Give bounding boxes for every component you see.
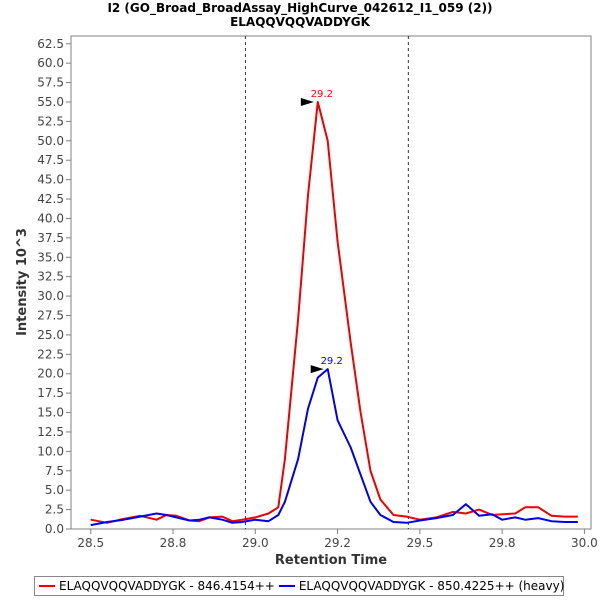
- y-tick-label: 45.0: [37, 173, 64, 187]
- y-tick-label: 32.5: [37, 270, 64, 284]
- y-tick-label: 37.5: [37, 231, 64, 245]
- y-tick-label: 55.0: [37, 95, 64, 109]
- y-tick-label: 52.5: [37, 114, 64, 128]
- y-tick-label: 2.5: [45, 503, 64, 517]
- peak-annotations: 29.2 29.2: [300, 89, 343, 374]
- peak-label: 29.2: [321, 356, 343, 367]
- peak-marker-arrow: [300, 97, 314, 106]
- chart-title: I2 (GO_Broad_BroadAssay_HighCurve_042612…: [107, 1, 492, 16]
- chart-subtitle: ELAQQVQQVADDYGK: [230, 15, 371, 29]
- x-tick-label: 29.0: [242, 536, 269, 550]
- series-line-heavy[interactable]: [90, 368, 578, 527]
- x-axis: 28.5 28.8 29.0 29.2 29.5 29.8 30.0: [77, 529, 598, 550]
- y-tick-label: 27.5: [37, 308, 64, 322]
- y-tick-label: 40.0: [37, 211, 64, 225]
- y-tick-label: 57.5: [37, 76, 64, 90]
- y-tick-label: 22.5: [37, 347, 64, 361]
- y-tick-label: 0.0: [45, 522, 64, 536]
- x-tick-label: 28.8: [160, 536, 187, 550]
- y-tick-label: 35.0: [37, 250, 64, 264]
- x-tick-label: 30.0: [571, 536, 598, 550]
- legend-item-light[interactable]: ELAQQVQQVADDYGK - 846.4154++: [39, 579, 275, 593]
- legend-swatch-heavy: [278, 585, 295, 587]
- plot-area: [70, 35, 592, 530]
- y-tick-label: 25.0: [37, 328, 64, 342]
- y-tick-label: 62.5: [37, 37, 64, 51]
- y-axis: 0.0 2.5 5.0 7.5 10.0 12.5 15.0 17.5 20.0 22.5 25.0…: [37, 37, 71, 536]
- y-tick-label: 12.5: [37, 425, 64, 439]
- y-tick-label: 17.5: [37, 386, 64, 400]
- y-tick-label: 42.5: [37, 192, 64, 206]
- y-tick-label: 60.0: [37, 56, 64, 70]
- y-tick-label: 47.5: [37, 153, 64, 167]
- peak-label: 29.2: [311, 89, 333, 100]
- legend-item-heavy[interactable]: ELAQQVQQVADDYGK - 850.4225++ (heavy): [278, 579, 565, 593]
- y-tick-label: 20.0: [37, 367, 64, 381]
- y-tick-label: 15.0: [37, 406, 64, 420]
- legend-label-light: ELAQQVQQVADDYGK - 846.4154++: [59, 579, 275, 593]
- series-layer: [90, 101, 578, 527]
- y-tick-label: 10.0: [37, 444, 64, 458]
- y-tick-label: 50.0: [37, 134, 64, 148]
- x-tick-label: 28.5: [77, 536, 104, 550]
- y-axis-label: Intensity 10^3: [15, 228, 30, 336]
- peak-boundaries: [244, 36, 409, 529]
- x-tick-label: 29.8: [489, 536, 516, 550]
- x-axis-label: Retention Time: [275, 553, 387, 568]
- legend-swatch-light: [39, 585, 55, 587]
- y-tick-label: 30.0: [37, 289, 64, 303]
- y-tick-label: 7.5: [45, 464, 64, 478]
- legend-label-heavy: ELAQQVQQVADDYGK - 850.4225++ (heavy): [298, 579, 565, 593]
- x-tick-label: 29.2: [324, 536, 351, 550]
- peak-marker-arrow: [310, 365, 324, 374]
- y-tick-label: 5.0: [45, 483, 64, 497]
- x-tick-label: 29.5: [407, 536, 434, 550]
- legend: ELAQQVQQVADDYGK - 846.4154++ ELAQQVQQVAD…: [34, 576, 564, 596]
